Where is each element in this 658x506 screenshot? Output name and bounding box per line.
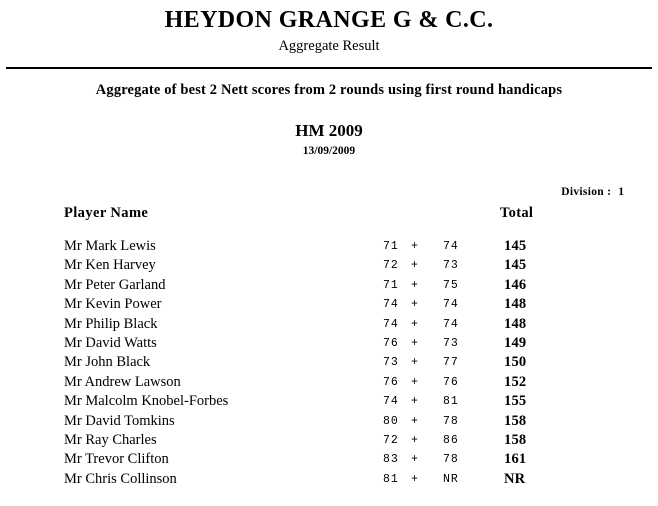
table-header-row: Player Name Total	[0, 205, 658, 227]
cell-round-2: 74	[443, 298, 459, 312]
cell-round-2: 86	[443, 433, 459, 447]
table-row: Mr Chris Collinson 81 + NR NR	[0, 471, 658, 490]
cell-round-2: 75	[443, 278, 459, 292]
cell-total: NR	[504, 470, 526, 487]
cell-total: 149	[504, 334, 527, 351]
table-row: Mr Philip Black 74 +74 148	[0, 316, 658, 335]
table-row: Mr Malcolm Knobel-Forbes 74 +81 155	[0, 393, 658, 412]
cell-player-name: Mr Mark Lewis	[64, 238, 156, 254]
cell-plus-sign: +	[411, 433, 418, 447]
cell-round-1: 72	[383, 433, 399, 447]
cell-player-name: Mr Ken Harvey	[64, 257, 156, 274]
cell-round-2: 81	[443, 395, 459, 409]
cell-player-name: Mr David Tomkins	[64, 412, 175, 429]
cell-player-name: Mr Philip Black	[64, 315, 158, 332]
competition-name: HM 2009	[295, 121, 363, 140]
cell-total: 148	[504, 315, 527, 332]
cell-round-2: NR	[443, 472, 459, 486]
table-row: Mr Mark Lewis 71 +74 145	[0, 238, 658, 257]
cell-plus-sign: +	[411, 317, 418, 331]
cell-round-1: 73	[383, 356, 399, 370]
cell-round-1: 71	[383, 278, 399, 292]
cell-round-2: 78	[443, 453, 459, 467]
cell-player-name: Mr Chris Collinson	[64, 470, 177, 487]
cell-round-1: 74	[383, 298, 399, 312]
table-row: Mr Ken Harvey 72 +73 145	[0, 257, 658, 276]
cell-plus-sign: +	[411, 356, 418, 370]
cell-round-1: 80	[383, 414, 399, 428]
report-kind-subtitle: Aggregate Result	[278, 38, 380, 55]
column-header-total: Total	[500, 205, 534, 221]
cell-total: 152	[504, 373, 527, 390]
table-row: Mr Trevor Clifton 83 +78 161	[0, 451, 658, 470]
table-row: Mr Kevin Power 74 +74 148	[0, 296, 658, 315]
column-header-player-name: Player Name	[64, 205, 149, 221]
table-row: Mr Peter Garland 71 +75 146	[0, 277, 658, 296]
cell-round-1: 76	[383, 336, 399, 350]
competition-basis: Aggregate of best 2 Nett scores from 2 r…	[95, 82, 563, 98]
cell-plus-sign: +	[411, 375, 418, 389]
cell-plus-sign: +	[411, 298, 418, 312]
cell-player-name: Mr Peter Garland	[64, 276, 166, 293]
cell-total: 155	[504, 393, 527, 410]
table-row: Mr Ray Charles 72 +86 158	[0, 432, 658, 451]
cell-round-1: 72	[383, 259, 399, 273]
cell-total: 150	[504, 354, 527, 371]
cell-round-1: 81	[383, 472, 399, 486]
cell-plus-sign: +	[411, 240, 418, 253]
cell-player-name: Mr Andrew Lawson	[64, 373, 181, 390]
table-row: Mr David Tomkins 80 +78 158	[0, 413, 658, 432]
cell-player-name: Mr David Watts	[64, 334, 157, 351]
cell-plus-sign: +	[411, 259, 418, 273]
cell-total: 158	[504, 431, 527, 448]
cell-player-name: Mr Trevor Clifton	[64, 451, 169, 468]
cell-round-2: 77	[443, 356, 459, 370]
cell-total: 148	[504, 296, 527, 313]
competition-date: 13/09/2009	[302, 145, 356, 157]
cell-plus-sign: +	[411, 472, 418, 486]
masthead-divider	[6, 67, 652, 69]
cell-round-2: 73	[443, 259, 459, 273]
cell-round-2: 74	[443, 240, 459, 253]
cell-round-1: 74	[383, 317, 399, 331]
cell-total: 145	[504, 257, 527, 274]
cell-total: 158	[504, 412, 527, 429]
competition-info: Aggregate of best 2 Nett scores from 2 r…	[0, 82, 658, 157]
division-value: 1	[618, 186, 624, 198]
division-label: Division :	[561, 186, 612, 198]
cell-player-name: Mr Kevin Power	[64, 296, 162, 313]
cell-plus-sign: +	[411, 453, 418, 467]
cell-round-2: 74	[443, 317, 459, 331]
cell-player-name: Mr Malcolm Knobel-Forbes	[64, 393, 229, 410]
cell-player-name: Mr Ray Charles	[64, 431, 157, 448]
cell-total: 161	[504, 451, 527, 468]
cell-plus-sign: +	[411, 414, 418, 428]
table-body: Mr Mark Lewis 71 +74 145 Mr Ken Harvey 72 +73 1…	[0, 238, 658, 490]
cell-player-name: Mr John Black	[64, 354, 151, 371]
table-row: Mr Andrew Lawson 76 +76 152	[0, 374, 658, 393]
cell-total: 145	[504, 238, 527, 254]
cell-round-1: 74	[383, 395, 399, 409]
cell-plus-sign: +	[411, 395, 418, 409]
cell-round-2: 76	[443, 375, 459, 389]
cell-round-1: 83	[383, 453, 399, 467]
division-indicator: Division : 1	[561, 186, 624, 198]
cell-round-2: 73	[443, 336, 459, 350]
table-row: Mr David Watts 76 +73 149	[0, 335, 658, 354]
cell-plus-sign: +	[411, 336, 418, 350]
cell-round-1: 71	[383, 240, 399, 253]
cell-round-2: 78	[443, 414, 459, 428]
cell-plus-sign: +	[411, 278, 418, 292]
table-row: Mr John Black 73 +77 150	[0, 354, 658, 373]
cell-round-1: 76	[383, 375, 399, 389]
club-title: HEYDON GRANGE G & C.C.	[164, 7, 494, 33]
cell-total: 146	[504, 276, 527, 293]
report-masthead: HEYDON GRANGE G & C.C. Aggregate Result	[0, 0, 658, 55]
